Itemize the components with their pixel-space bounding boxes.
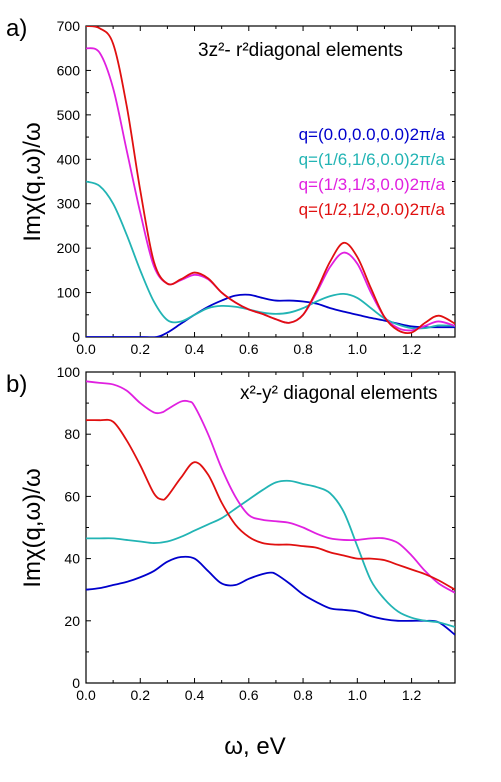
- panel-a-ticks: 0.0 0.2 0.4 0.6 0.8 1.0 1.2 0 100 200 300 400 500 600…: [57, 18, 455, 357]
- series-line-3: [86, 26, 455, 335]
- y-tick-label: 20: [64, 613, 80, 629]
- series-line-3: [86, 418, 455, 591]
- panel-b-ylabel: Imχ(q,ω)/ω: [19, 468, 46, 587]
- series-line-2: [86, 380, 455, 594]
- x-tick-label: 0.0: [76, 341, 96, 357]
- panel-b: 0.0 0.2 0.4 0.6 0.8 1.0 1.2 0 20 40 60 80 100 b) x²-…: [6, 364, 456, 760]
- y-tick-label: 200: [57, 240, 81, 256]
- panel-b-label: b): [6, 371, 27, 398]
- legend-entry-2: q=(1/3,1/3,0.0)2π/a: [299, 175, 446, 194]
- series-line-1: [86, 180, 455, 330]
- y-tick-label: 100: [57, 364, 81, 380]
- legend-entry-0: q=(0.0,0.0,0.0)2π/a: [299, 125, 446, 144]
- y-tick-label: 600: [57, 62, 81, 78]
- panel-b-frame: [85, 371, 456, 684]
- panel-a-annotation: 3z²- r²diagonal elements: [198, 40, 403, 61]
- x-tick-label: 0.8: [293, 687, 313, 703]
- legend-entry-1: q=(1/6,1/6,0.0)2π/a: [299, 150, 446, 169]
- panel-a-series: [86, 26, 455, 337]
- x-tick-label: 1.2: [402, 687, 422, 703]
- panel-b-annotation: x²-y² diagonal elements: [240, 383, 437, 404]
- panel-a: 0.0 0.2 0.4 0.6 0.8 1.0 1.2 0 100 200 300 400 500 600…: [6, 15, 456, 357]
- y-tick-label: 100: [57, 285, 81, 301]
- x-axis-label: ω, eV: [224, 733, 285, 760]
- x-tick-label: 0.6: [239, 687, 259, 703]
- x-tick-label: 1.2: [402, 341, 422, 357]
- panel-a-label: a): [6, 15, 27, 42]
- x-tick-label: 0.0: [76, 687, 96, 703]
- x-tick-label: 0.4: [185, 341, 205, 357]
- series-line-1: [86, 479, 455, 628]
- x-tick-label: 0.4: [185, 687, 205, 703]
- panel-b-series: [86, 380, 455, 636]
- legend-entry-3: q=(1/2,1/2,0.0)2π/a: [299, 200, 446, 219]
- legend: q=(0.0,0.0,0.0)2π/a q=(1/6,1/6,0.0)2π/a q=…: [299, 125, 446, 219]
- panel-a-ylabel: Imχ(q,ω)/ω: [19, 122, 46, 241]
- y-tick-label: 500: [57, 107, 81, 123]
- y-tick-label: 400: [57, 151, 81, 167]
- y-tick-label: 40: [64, 551, 80, 567]
- series-line-0: [86, 555, 455, 636]
- y-tick-label: 0: [72, 675, 80, 691]
- x-tick-label: 0.8: [293, 341, 313, 357]
- y-tick-label: 0: [72, 329, 80, 345]
- y-tick-label: 700: [57, 18, 81, 34]
- y-tick-label: 80: [64, 426, 80, 442]
- y-tick-label: 300: [57, 196, 81, 212]
- y-tick-label: 60: [64, 488, 80, 504]
- x-tick-label: 0.6: [239, 341, 259, 357]
- x-tick-label: 0.2: [131, 687, 151, 703]
- x-tick-label: 1.0: [348, 687, 368, 703]
- panel-b-ticks: 0.0 0.2 0.4 0.6 0.8 1.0 1.2 0 20 40 60 80 100: [57, 364, 455, 703]
- x-tick-label: 0.2: [131, 341, 151, 357]
- x-tick-label: 1.0: [348, 341, 368, 357]
